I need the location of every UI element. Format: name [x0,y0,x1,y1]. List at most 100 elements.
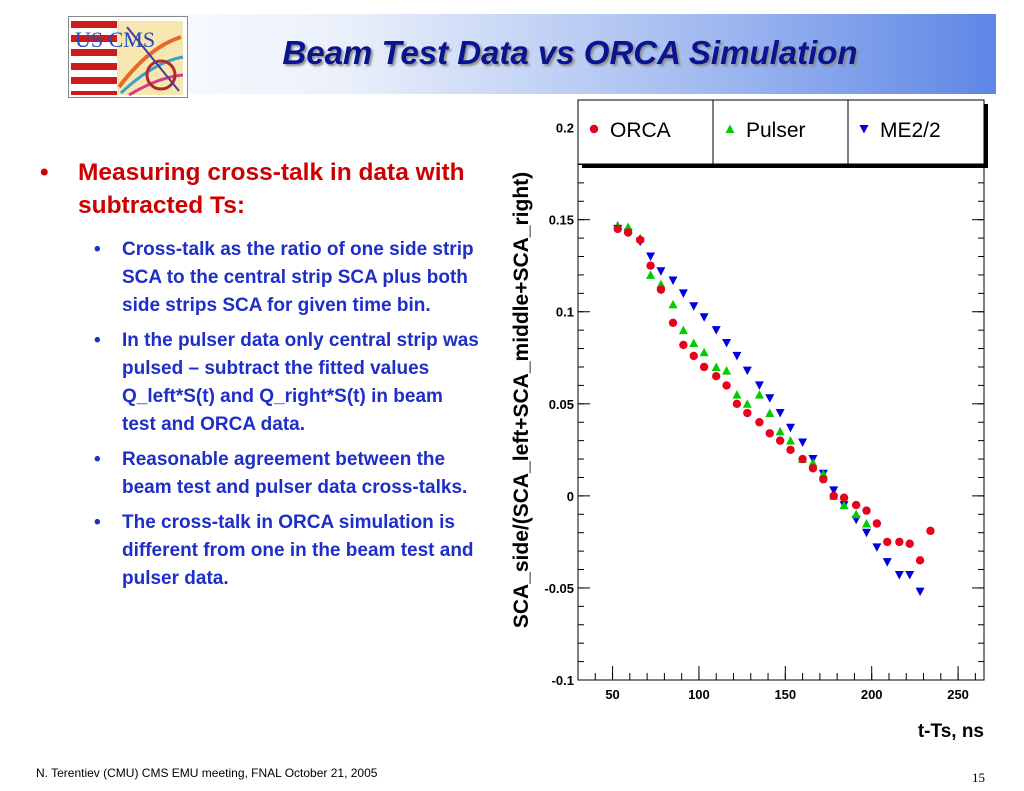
y-tick-label: 0.1 [556,305,574,320]
sub-bullet-list: • Cross-talk as the ratio of one side st… [40,236,480,593]
x-tick-label: 50 [605,687,619,702]
data-point [722,339,732,348]
legend-marker [725,124,735,133]
data-point [915,556,925,565]
data-point [646,261,655,270]
sub-bullet-text: Cross-talk as the ratio of one side stri… [122,239,474,316]
data-point [755,418,764,427]
data-point [765,394,775,403]
data-point [722,381,731,390]
data-point [798,438,808,447]
data-point [862,506,871,515]
data-point [905,539,914,548]
sub-bullet-text: Reasonable agreement between the beam te… [122,449,468,498]
data-point [839,500,849,510]
sub-bullet: • In the pulser data only central strip … [92,327,480,439]
data-point [786,423,796,433]
data-point [668,318,678,327]
slide-title: Beam Test Data vs ORCA Simulation [282,34,858,71]
data-point [732,399,742,409]
data-point [678,289,688,298]
data-point [754,390,764,399]
data-point [882,558,892,567]
data-point [786,436,796,445]
x-tick-label: 250 [947,687,969,702]
data-point [905,571,915,580]
data-point [808,464,818,473]
data-point [742,366,752,376]
data-point [743,408,752,418]
data-point [668,276,678,285]
footer-text: N. Terentiev (CMU) CMS EMU meeting, FNAL… [36,766,378,780]
y-tick-label: 0.2 [556,121,574,136]
data-point [699,362,709,372]
legend-box [577,99,985,165]
main-bullet: • Measuring cross-talk in data with subt… [40,156,480,222]
data-point [732,390,742,399]
data-point [732,351,742,361]
sub-bullet-glyph: • [94,449,101,470]
data-point [818,469,828,478]
data-point [656,279,666,289]
sub-bullet-glyph: • [94,239,101,260]
data-point [862,528,872,538]
data-point [656,267,666,276]
bullet-glyph: • [40,159,49,186]
x-tick-label: 150 [774,687,796,702]
data-point [775,426,785,436]
scatter-plot: -0.1 -0.05 0 0.05 0.1 0.15 0.2 50 100 150 200 250 t-… [544,99,988,742]
data-point [646,270,656,279]
data-point [851,500,861,510]
data-point [808,458,818,467]
data-point [851,509,861,519]
data-point [883,537,892,547]
data-point [765,408,775,418]
main-bullet-text: Measuring cross-talk in data with subtra… [78,159,465,219]
bullet-list: • Measuring cross-talk in data with subt… [40,156,480,600]
legend-label: ME2/2 [880,119,941,142]
data-point [613,224,622,234]
plot-frame [577,99,985,681]
data-point [839,493,849,502]
logo-text: US CMS [75,27,155,52]
sub-bullet: • Reasonable agreement between the beam … [92,446,480,502]
sub-bullet-glyph: • [94,512,101,533]
data-point [668,299,678,309]
data-point [798,454,807,464]
x-tick-label: 100 [688,687,710,702]
data-point [623,228,633,237]
y-tick-label: 0.05 [549,397,574,412]
header-bar [68,14,996,94]
sub-bullet: • The cross-talk in ORCA simulation is d… [92,509,480,593]
sub-bullet-text: The cross-talk in ORCA simulation is dif… [122,512,474,589]
legend-label: Pulser [746,119,806,142]
data-point [829,486,839,495]
data-point [775,409,785,418]
legend-marker [859,125,869,134]
y-tick-label: 0 [567,489,574,504]
data-point [872,543,882,552]
y-tick-label: -0.1 [552,673,574,688]
data-point [775,436,785,445]
data-point [894,571,904,580]
sub-bullet: • Cross-talk as the ratio of one side st… [92,236,480,320]
data-point [926,526,935,536]
sub-bullet-text: In the pulser data only central strip wa… [122,330,479,435]
y-tick-label: -0.05 [544,581,574,596]
data-point [765,429,774,438]
data-point [635,235,645,245]
data-point [915,587,925,597]
data-point [699,347,709,357]
data-point [872,519,882,528]
data-point [689,338,699,348]
x-axis-title: t-Ts, ns [918,721,984,742]
data-point [711,362,721,371]
legend-marker [589,124,599,134]
data-point [689,351,698,361]
data-point [754,381,764,390]
x-tick-label: 200 [861,687,883,702]
data-point [829,491,838,501]
data-point [623,222,633,232]
data-point [742,399,752,408]
data-point [711,326,721,335]
